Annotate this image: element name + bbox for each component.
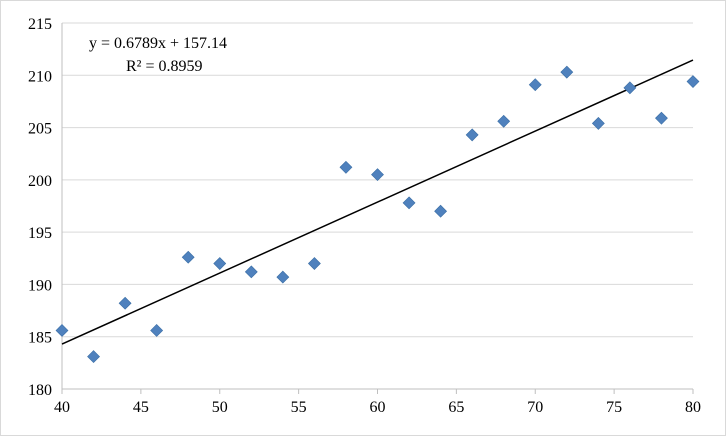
data-point bbox=[150, 324, 164, 337]
trendline-layer bbox=[61, 59, 694, 345]
x-tick-label: 45 bbox=[133, 399, 149, 416]
axes: 180 185 190 195 200 205 210 215 40 45 50 55 60 65 70 75… bbox=[28, 16, 701, 416]
data-point bbox=[339, 160, 353, 174]
data-point bbox=[434, 204, 448, 218]
y-tick-label: 180 bbox=[28, 382, 52, 399]
data-point bbox=[87, 350, 100, 364]
data-points bbox=[55, 65, 700, 364]
trendline bbox=[61, 59, 694, 345]
trendline-equation: y = 0.6789x + 157.14 bbox=[89, 35, 227, 52]
data-point bbox=[213, 257, 227, 270]
x-tick-label: 50 bbox=[212, 399, 228, 416]
gridlines bbox=[62, 22, 693, 338]
data-point bbox=[686, 75, 700, 88]
data-point bbox=[560, 65, 574, 79]
x-tick-label: 60 bbox=[370, 399, 386, 416]
data-point bbox=[276, 270, 290, 284]
r-squared-label: R² = 0.8959 bbox=[126, 58, 203, 75]
y-tick-label: 200 bbox=[28, 173, 52, 190]
data-point bbox=[118, 296, 132, 310]
y-tick-label: 195 bbox=[28, 225, 52, 242]
data-point bbox=[55, 324, 69, 337]
data-point bbox=[244, 265, 258, 279]
x-tick-label: 75 bbox=[606, 399, 622, 416]
data-point bbox=[655, 111, 668, 125]
data-point bbox=[497, 114, 511, 128]
x-tick-label: 40 bbox=[54, 399, 70, 416]
data-point bbox=[591, 116, 605, 130]
x-tick-label: 80 bbox=[685, 399, 701, 416]
y-tick-label: 215 bbox=[28, 16, 52, 33]
data-point bbox=[402, 196, 416, 210]
y-tick-label: 210 bbox=[28, 68, 52, 85]
x-tick-label: 70 bbox=[527, 399, 543, 416]
y-tick-label: 190 bbox=[28, 277, 52, 294]
x-tick-label: 55 bbox=[291, 399, 307, 416]
data-point bbox=[528, 78, 542, 92]
y-tick-label: 185 bbox=[28, 330, 52, 347]
data-point bbox=[307, 257, 321, 270]
data-point bbox=[371, 168, 384, 182]
data-point bbox=[623, 81, 637, 95]
data-point bbox=[181, 250, 195, 264]
x-tick-label: 65 bbox=[448, 399, 464, 416]
y-tick-label: 205 bbox=[28, 121, 52, 138]
data-point bbox=[465, 128, 479, 142]
